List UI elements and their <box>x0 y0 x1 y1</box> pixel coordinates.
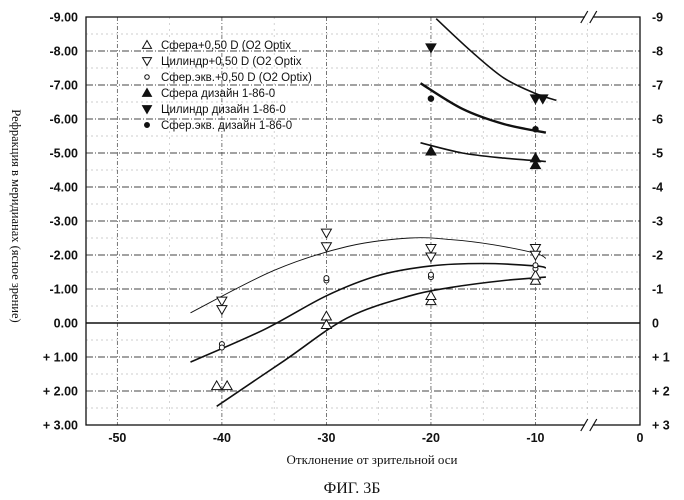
marker-triangle-up <box>141 39 153 49</box>
y-tick-left: 0.00 <box>54 317 78 331</box>
marker-triangle-down <box>141 105 153 115</box>
marker-triangle-down <box>141 57 153 67</box>
y-tick-left: -5.00 <box>50 147 79 161</box>
y-tick-right: -3 <box>652 215 663 229</box>
axis-break-mark <box>580 10 589 24</box>
plot-frame <box>85 10 641 432</box>
marker-triangle-down <box>216 305 228 316</box>
marker-triangle-up <box>425 289 437 301</box>
y-tick-right: + 3 <box>652 419 670 433</box>
legend-label: Сфера дизайн 1-86-0 <box>161 88 275 100</box>
figure-caption: ФИГ. 3Б <box>324 480 381 497</box>
marker-circle <box>144 74 150 80</box>
x-tick: -30 <box>317 431 335 445</box>
marker-circle <box>532 125 539 133</box>
x-tick: 0 <box>637 431 644 445</box>
axis-break-mark <box>589 418 598 432</box>
x-tick: -20 <box>422 431 440 445</box>
marker-triangle-up <box>141 87 153 97</box>
marker-triangle-up <box>320 318 333 329</box>
marker-circle <box>532 262 539 269</box>
marker-triangle-up <box>425 294 437 306</box>
y-tick-right: -7 <box>652 79 663 93</box>
marker-triangle-down <box>529 250 542 262</box>
y-tick-right: + 1 <box>652 351 670 365</box>
y-tick-left: -4.00 <box>50 181 79 195</box>
legend-label: Сфера+0,50 D (O2 Optix <box>161 40 291 52</box>
x-tick: -50 <box>108 431 126 445</box>
marker-triangle-up <box>529 269 542 280</box>
marker-triangle-up <box>529 274 542 285</box>
axis-break-gap <box>584 419 593 431</box>
trend-curve <box>420 142 546 163</box>
marker-circle <box>323 275 330 282</box>
marker-triangle-up <box>425 145 437 156</box>
marker-triangle-up <box>210 379 223 391</box>
y-tick-left: -9.00 <box>50 11 79 25</box>
legend-label: Сфер.экв. дизайн 1-86-0 <box>161 120 292 132</box>
marker-triangle-up <box>320 310 333 321</box>
marker-triangle-down <box>320 242 333 253</box>
y-tick-right: -1 <box>652 283 663 297</box>
y-tick-left: -2.00 <box>50 249 79 263</box>
marker-circle <box>427 271 434 278</box>
y-tick-left: -6.00 <box>50 113 79 127</box>
legend-label: Цилиндр+0,50 D (O2 Optix <box>161 56 302 68</box>
y-tick-right: -8 <box>652 45 663 59</box>
marker-triangle-down <box>320 228 333 239</box>
marker-triangle-down <box>216 296 228 307</box>
y-tick-left: + 2.00 <box>43 385 78 399</box>
y-tick-left: -1.00 <box>50 283 79 297</box>
y-tick-right: -4 <box>652 181 663 195</box>
marker-triangle-up <box>221 379 233 391</box>
marker-triangle-down <box>425 243 437 255</box>
y-tick-right: 0 <box>652 317 659 331</box>
x-tick: -10 <box>526 431 544 445</box>
y-tick-right: -9 <box>652 11 663 25</box>
y-tick-left: -3.00 <box>50 215 79 229</box>
legend-label: Сфер.экв.+0,50 D (O2 Optix) <box>161 72 312 84</box>
y-tick-right: -6 <box>652 113 663 127</box>
marker-triangle-down <box>529 94 542 105</box>
marker-circle <box>144 122 150 128</box>
trend-curve <box>190 237 547 314</box>
y-tick-left: + 3.00 <box>43 419 78 433</box>
y-tick-right: + 2 <box>652 385 670 399</box>
x-tick: -40 <box>213 431 231 445</box>
axis-break-mark <box>589 10 598 24</box>
y-tick-left: -7.00 <box>50 79 79 93</box>
legend-label: Цилиндр дизайн 1-86-0 <box>161 104 286 116</box>
trend-curve <box>435 18 557 102</box>
axis-break-gap <box>584 11 593 23</box>
trend-curve <box>216 276 546 407</box>
trend-curve <box>419 82 547 134</box>
marker-circle <box>218 344 225 351</box>
plot-border <box>85 16 641 426</box>
y-tick-right: -5 <box>652 147 663 161</box>
marker-triangle-down <box>529 243 542 255</box>
trend-curve <box>190 262 547 363</box>
y-tick-right: -2 <box>652 249 663 263</box>
data-points <box>210 43 549 391</box>
tick-labels: -9.00 -8.00 -7.00 -6.00 -5.00 -4.00 -3.00 -2.00… <box>43 11 670 446</box>
marker-triangle-up <box>529 158 542 170</box>
grid <box>86 16 641 426</box>
marker-triangle-down <box>425 43 437 54</box>
marker-triangle-down <box>425 252 437 263</box>
x-axis-label: Отклонение от зрительной оси <box>287 452 458 467</box>
axis-break-mark <box>580 418 589 432</box>
legend: Сфера+0,50 D (O2 Optix Цилиндр+0,50 D (O2… <box>141 39 312 132</box>
y-tick-left: -8.00 <box>50 45 79 59</box>
y-tick-left: + 1.00 <box>43 351 78 365</box>
y-axis-label: Рефракция в меридианах (ясное зрение) <box>9 109 23 322</box>
marker-circle <box>427 95 435 102</box>
marker-triangle-down <box>536 94 549 105</box>
